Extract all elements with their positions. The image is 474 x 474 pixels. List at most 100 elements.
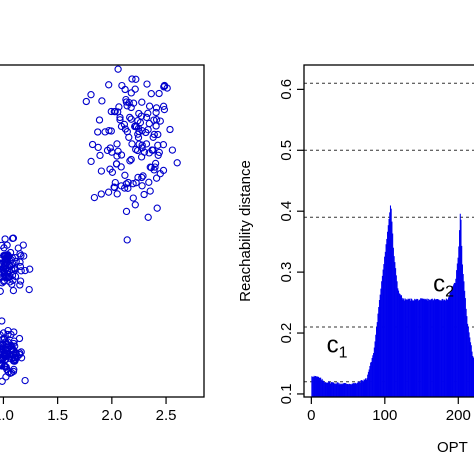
scatter-point [90,193,99,202]
reachability-bar [366,378,368,397]
scatter-point [139,172,147,180]
reachability-bar [403,298,405,397]
scatter-point [2,355,10,363]
reachability-bar [381,275,383,397]
reachability-bar [384,256,386,397]
scatter-point [160,82,169,90]
reachability-bar [378,300,380,397]
reachability-bar [392,233,394,397]
scatter-point [116,116,124,124]
reachability-bar [351,383,353,397]
reachability-bar [371,357,373,397]
scatter-plot-frame [0,64,205,398]
reachability-bar [460,219,462,397]
reachability-bar [428,298,430,397]
reachability-bar [431,298,433,397]
reachability-bar [317,376,319,397]
reachability-bar [466,316,468,397]
scatter-point [0,260,4,268]
reachability-bar [451,287,453,397]
scatter-point [10,264,18,272]
scatter-point [87,91,95,99]
reachability-bar [381,281,383,397]
scatter-point [21,376,29,385]
reachability-bar [434,299,436,397]
reachability-bar [374,341,376,397]
cluster-labels: c1 c2 [327,271,455,362]
reachability-bar [387,231,389,397]
scatter-point [0,279,6,287]
reachability-bar [399,293,401,397]
scatter-x-tick-label: 1.5 [47,407,68,424]
scatter-x-tick-label: 2.0 [101,407,122,424]
reachability-bar [380,288,382,397]
reachability-bar [348,383,350,397]
reachability-bar [431,298,433,397]
reachability-bar [365,379,367,397]
reachability-bar [469,337,471,397]
scatter-point [140,190,148,199]
reachability-bar [457,257,459,397]
scatter-point [154,141,162,149]
scatter-point [134,130,142,138]
reachability-bar [391,221,393,397]
scatter-point [124,178,132,187]
scatter-point [16,281,24,289]
scatter-point [156,170,164,178]
scatter-point [19,241,27,249]
reachability-bar [459,213,461,397]
reachability-bar [317,376,319,397]
cluster-label: c2 [433,271,454,301]
reachability-bar [344,383,346,397]
reachability-bar [324,382,326,397]
scatter-point [117,163,125,171]
scatter-point [0,259,8,268]
scatter-point [25,285,33,294]
scatter-point [151,159,160,168]
scatter-point [15,334,24,343]
reachability-bar [338,384,340,397]
reachability-bar [384,251,386,397]
reachability-bar [425,299,427,397]
reachability-bar [453,284,455,397]
reachability-bar [467,323,469,397]
reachability-bar [333,383,335,397]
reachability-y-axis: 0.1 0.2 0.3 0.4 0.5 0.6 [278,79,304,404]
reachability-bar [360,380,362,397]
reachability-bar [316,376,318,397]
reachability-bar [392,247,394,397]
reachability-bar [417,300,419,397]
scatter-point [0,329,8,337]
reachability-bar [439,300,441,397]
reachability-bar [416,298,418,397]
reachability-bar [443,299,445,397]
reachability-x-tick-label: 0 [307,407,315,424]
reachability-bar [367,371,369,397]
reachability-bar [356,382,358,397]
scatter-point [11,357,19,365]
scatter-x-tick-label: 1.0 [0,407,14,424]
reachability-bar [446,299,448,397]
reachability-bar [461,264,463,397]
reachability-bar [328,381,331,397]
reachability-bar [311,376,313,397]
reachability-bar [398,290,400,397]
reachability-bar [409,298,411,397]
reachability-bar [370,361,372,397]
reachability-bar [319,377,321,397]
scatter-point [143,80,151,88]
reachability-bar [386,238,388,397]
scatter-point [132,179,140,187]
reachability-bar [332,382,334,397]
reachability-bar [462,274,464,397]
scatter-point [131,85,139,93]
scatter-point [129,194,137,202]
reachability-y-tick-label: 0.2 [278,323,295,344]
scatter-point [129,180,137,188]
scatter-point [1,235,9,243]
reachability-bar [331,382,333,397]
reachability-bar [411,298,413,397]
reachability-bar [376,327,378,397]
reachability-bar [456,263,458,397]
